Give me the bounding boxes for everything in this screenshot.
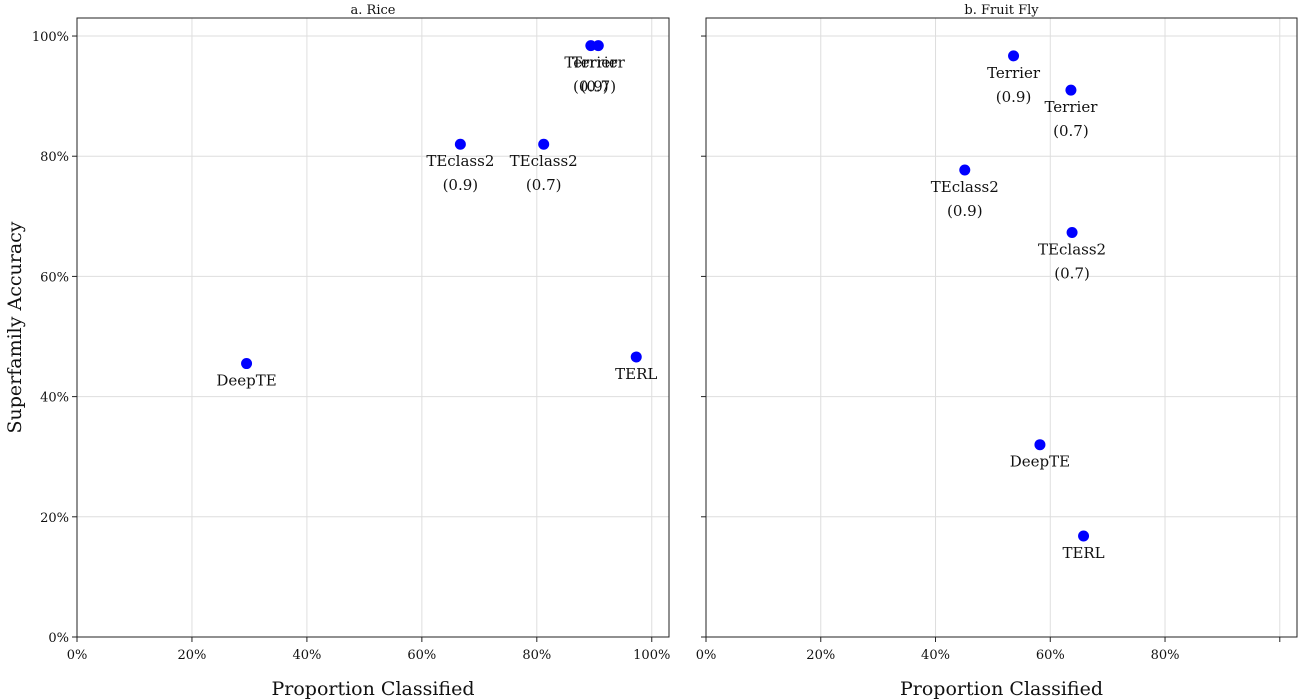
x-tick-label: 40%: [921, 648, 950, 663]
data-point: [1065, 84, 1077, 96]
point-sublabel: (0.9): [947, 202, 983, 220]
point-label: TEclass2: [510, 152, 578, 170]
point-sublabel: (0.7): [526, 176, 562, 194]
y-tick-label: 40%: [40, 391, 69, 406]
data-point: [1066, 227, 1078, 239]
x-tick-label: 0%: [67, 648, 88, 663]
point-label: Terrier: [564, 54, 618, 72]
x-tick-label: 20%: [177, 648, 206, 663]
panel-title: b. Fruit Fly: [964, 3, 1039, 18]
plot-frame: [705, 17, 1298, 638]
x-tick-label: 0%: [696, 648, 717, 663]
plot-frame: [76, 17, 670, 638]
data-point: [454, 138, 466, 150]
point-sublabel: (0.9): [996, 88, 1032, 106]
panel-fruit-fly: 0% 20% 40% 60% 80% b. Fruit Fly Proportion Cla…: [696, 3, 1298, 700]
point-label: TERL: [1062, 544, 1104, 562]
y-tick-label: 0%: [48, 631, 69, 646]
point-label: Terrier: [1044, 98, 1098, 116]
data-point: [592, 40, 604, 52]
data-point: [1034, 439, 1046, 451]
point-label: TEclass2: [426, 152, 494, 170]
data-point: [630, 351, 642, 363]
x-axis-title: Proportion Classified: [900, 678, 1103, 700]
y-tick-label: 20%: [40, 511, 69, 526]
x-tick-label: 60%: [1036, 648, 1065, 663]
point-sublabel: (0.9): [573, 78, 609, 96]
point-label: DeepTE: [216, 372, 276, 390]
point-label: Terrier: [987, 64, 1041, 82]
point-sublabel: (0.9): [443, 176, 479, 194]
x-tick-label: 100%: [633, 648, 670, 663]
panel-title: a. Rice: [351, 3, 396, 18]
point-sublabel: (0.7): [1053, 122, 1089, 140]
x-axis-title: Proportion Classified: [271, 678, 474, 700]
point-label: TERL: [615, 365, 657, 383]
x-tick-label: 40%: [292, 648, 321, 663]
x-tick-label: 80%: [522, 648, 551, 663]
y-tick-label: 100%: [32, 30, 69, 45]
point-sublabel: (0.7): [581, 78, 617, 96]
point-label: Terrier: [572, 54, 626, 72]
x-tick-label: 80%: [1151, 648, 1180, 663]
point-label: TEclass2: [931, 178, 999, 196]
x-tick-label: 60%: [407, 648, 436, 663]
point-sublabel: (0.7): [1054, 265, 1090, 283]
y-axis-title: Superfamily Accuracy: [4, 221, 26, 433]
point-label: DeepTE: [1010, 453, 1070, 471]
y-tick-label: 60%: [40, 270, 69, 285]
data-point: [1078, 530, 1090, 542]
data-point: [538, 138, 550, 150]
data-point: [241, 358, 253, 370]
panel-rice: 0% 20% 40% 60% 80% 100% 0% 20% 40% 60% 80% 100% a. R…: [4, 3, 670, 700]
data-point: [1008, 50, 1020, 62]
data-point: [959, 164, 971, 176]
point-label: TEclass2: [1038, 241, 1106, 259]
x-tick-label: 20%: [806, 648, 835, 663]
y-tick-label: 80%: [40, 150, 69, 165]
